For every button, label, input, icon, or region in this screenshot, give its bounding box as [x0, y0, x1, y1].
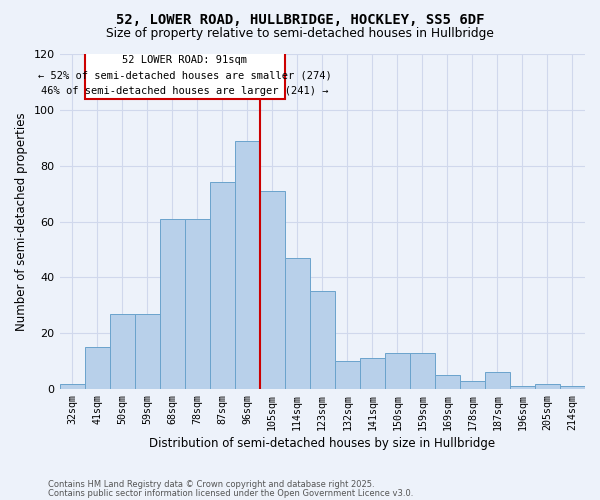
Bar — [59, 384, 85, 389]
Bar — [85, 348, 110, 389]
Bar — [110, 314, 134, 389]
Bar — [360, 358, 385, 389]
Text: ← 52% of semi-detached houses are smaller (274): ← 52% of semi-detached houses are smalle… — [38, 71, 332, 81]
Bar — [285, 258, 310, 389]
Bar — [435, 375, 460, 389]
Text: 52, LOWER ROAD, HULLBRIDGE, HOCKLEY, SS5 6DF: 52, LOWER ROAD, HULLBRIDGE, HOCKLEY, SS5… — [116, 12, 484, 26]
Bar — [510, 386, 535, 389]
Bar — [310, 292, 335, 389]
Text: Contains public sector information licensed under the Open Government Licence v3: Contains public sector information licen… — [48, 490, 413, 498]
Y-axis label: Number of semi-detached properties: Number of semi-detached properties — [15, 112, 28, 331]
Text: 46% of semi-detached houses are larger (241) →: 46% of semi-detached houses are larger (… — [41, 86, 328, 96]
FancyBboxPatch shape — [85, 51, 285, 98]
X-axis label: Distribution of semi-detached houses by size in Hullbridge: Distribution of semi-detached houses by … — [149, 437, 496, 450]
Bar — [185, 219, 209, 389]
Bar — [535, 384, 560, 389]
Text: 52 LOWER ROAD: 91sqm: 52 LOWER ROAD: 91sqm — [122, 56, 247, 66]
Text: Contains HM Land Registry data © Crown copyright and database right 2025.: Contains HM Land Registry data © Crown c… — [48, 480, 374, 489]
Bar — [410, 353, 435, 389]
Bar — [209, 182, 235, 389]
Bar — [560, 386, 585, 389]
Bar — [260, 191, 285, 389]
Text: Size of property relative to semi-detached houses in Hullbridge: Size of property relative to semi-detach… — [106, 28, 494, 40]
Bar — [134, 314, 160, 389]
Bar — [385, 353, 410, 389]
Bar — [485, 372, 510, 389]
Bar — [335, 362, 360, 389]
Bar — [235, 140, 260, 389]
Bar — [160, 219, 185, 389]
Bar — [460, 381, 485, 389]
